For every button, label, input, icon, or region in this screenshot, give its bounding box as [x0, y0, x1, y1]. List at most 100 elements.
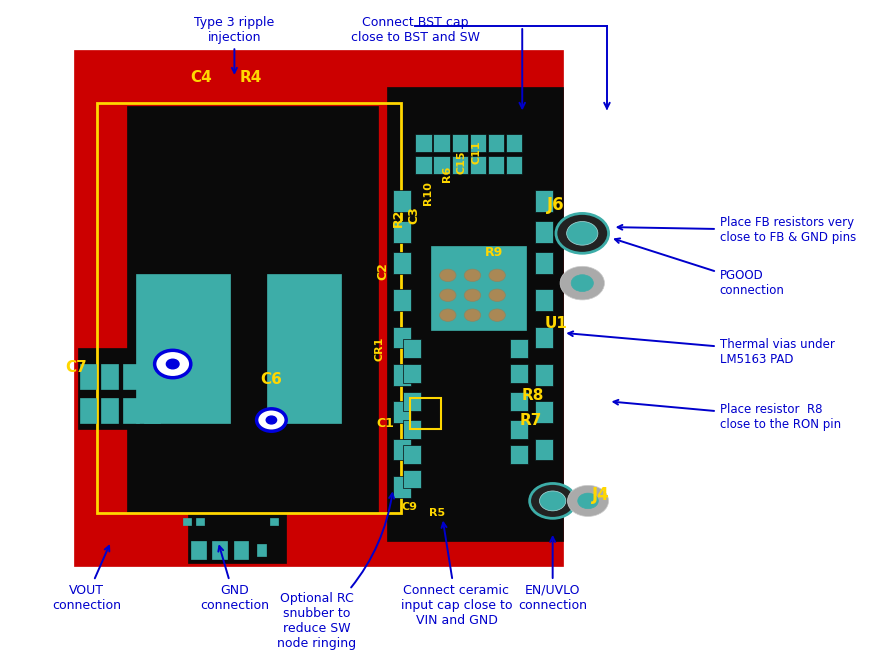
Text: Place FB resistors very
close to FB & GND pins: Place FB resistors very close to FB & GN…	[618, 216, 856, 244]
Bar	[122, 364, 139, 389]
Bar	[535, 327, 552, 348]
Bar	[403, 392, 421, 411]
Bar	[535, 364, 552, 386]
Text: C2: C2	[377, 262, 390, 279]
Circle shape	[464, 289, 481, 302]
Circle shape	[440, 309, 456, 321]
Text: R8: R8	[522, 388, 545, 403]
Circle shape	[560, 266, 605, 300]
Bar	[122, 398, 139, 423]
Circle shape	[489, 269, 505, 281]
Bar	[257, 544, 267, 556]
Bar	[135, 274, 230, 423]
Bar	[393, 439, 411, 461]
Bar	[128, 106, 378, 514]
Text: Connect BST cap
close to BST and SW: Connect BST cap close to BST and SW	[350, 16, 480, 43]
Circle shape	[440, 269, 456, 281]
Bar	[267, 274, 342, 423]
Bar	[196, 518, 204, 525]
Bar	[212, 541, 227, 559]
Bar	[270, 518, 278, 525]
Bar	[488, 134, 504, 152]
Bar	[233, 541, 248, 559]
Bar	[403, 445, 421, 464]
Text: PGOOD
connection: PGOOD connection	[615, 238, 785, 297]
Bar	[469, 155, 486, 174]
Text: C9: C9	[401, 502, 418, 512]
Bar	[434, 155, 450, 174]
Text: C6: C6	[260, 372, 282, 387]
Bar	[97, 103, 401, 514]
Text: EN/UVLO
connection: EN/UVLO connection	[518, 537, 587, 611]
Text: R9: R9	[485, 245, 503, 258]
Text: R10: R10	[424, 181, 434, 205]
Bar	[410, 398, 440, 429]
Text: C15: C15	[456, 150, 467, 174]
Text: U1: U1	[545, 316, 567, 331]
Bar	[101, 398, 118, 423]
Bar	[188, 510, 286, 563]
Bar	[403, 339, 421, 358]
Text: VOUT
connection: VOUT connection	[52, 546, 121, 611]
Circle shape	[567, 485, 608, 516]
Bar	[510, 392, 528, 411]
Text: J6: J6	[547, 196, 565, 215]
Circle shape	[464, 269, 481, 281]
Text: C4: C4	[191, 70, 212, 85]
Circle shape	[556, 213, 608, 253]
Bar	[535, 401, 552, 423]
Bar	[469, 134, 486, 152]
Circle shape	[440, 289, 456, 302]
Bar	[510, 364, 528, 382]
Text: R7: R7	[519, 413, 542, 428]
Bar	[506, 155, 523, 174]
Bar	[393, 327, 411, 348]
Text: C7: C7	[65, 359, 87, 375]
Bar	[78, 348, 164, 429]
Bar	[434, 134, 450, 152]
Bar	[488, 155, 504, 174]
Text: C11: C11	[471, 140, 482, 164]
Bar	[535, 252, 552, 274]
Bar	[510, 420, 528, 439]
Bar	[393, 190, 411, 212]
Bar	[415, 155, 432, 174]
Bar	[393, 476, 411, 498]
Text: CR1: CR1	[375, 337, 385, 361]
Bar	[415, 134, 432, 152]
Bar	[80, 398, 96, 423]
Bar	[386, 87, 564, 541]
Bar	[393, 289, 411, 311]
Bar	[403, 470, 421, 489]
Bar	[101, 364, 118, 389]
Circle shape	[267, 416, 276, 424]
Bar	[80, 364, 96, 389]
Circle shape	[489, 289, 505, 302]
Bar	[393, 401, 411, 423]
Bar	[510, 339, 528, 358]
Circle shape	[566, 222, 598, 245]
Text: Type 3 ripple
injection: Type 3 ripple injection	[194, 16, 274, 73]
Text: R4: R4	[239, 70, 262, 85]
Text: Thermal vias under
LM5163 PAD: Thermal vias under LM5163 PAD	[568, 331, 835, 365]
Text: R6: R6	[441, 166, 452, 182]
Bar	[144, 364, 160, 389]
Bar	[452, 134, 468, 152]
Bar	[183, 518, 191, 525]
Circle shape	[166, 359, 179, 369]
Circle shape	[539, 491, 565, 511]
Circle shape	[155, 350, 191, 378]
Circle shape	[572, 275, 593, 291]
Text: R5: R5	[429, 508, 446, 518]
Text: Place resistor  R8
close to the RON pin: Place resistor R8 close to the RON pin	[614, 400, 841, 431]
Text: R2: R2	[392, 209, 405, 227]
Circle shape	[530, 483, 576, 518]
Bar	[393, 364, 411, 386]
Circle shape	[578, 493, 599, 508]
Bar	[535, 221, 552, 243]
Text: J4: J4	[592, 485, 609, 504]
Bar	[403, 420, 421, 439]
Bar	[431, 246, 525, 330]
Bar	[452, 155, 468, 174]
Bar	[535, 439, 552, 461]
